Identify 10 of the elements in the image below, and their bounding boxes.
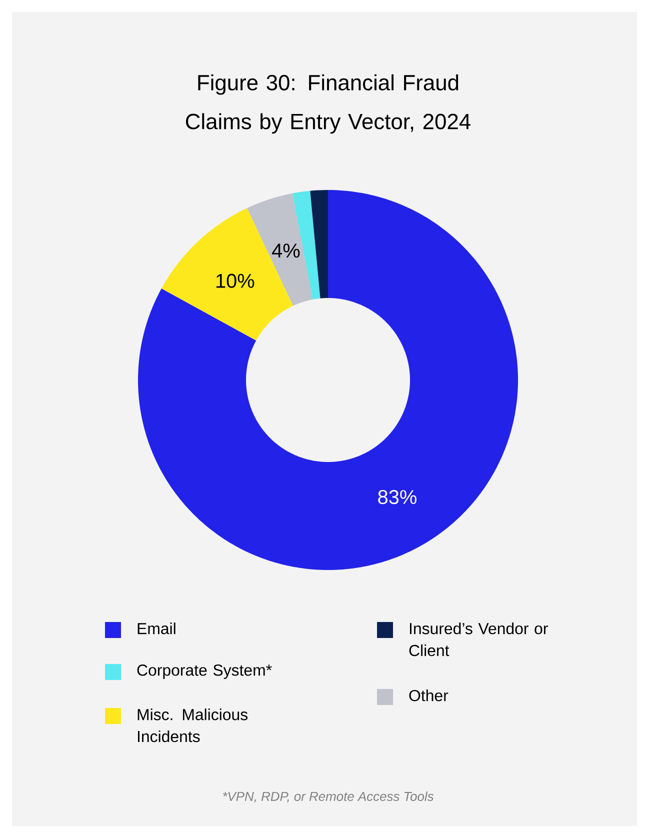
data-label: 4% bbox=[272, 244, 300, 258]
data-label: 10% bbox=[216, 274, 254, 288]
data-label: 83% bbox=[378, 490, 416, 504]
text: *VPN, RDP, or Remote Access Tools bbox=[222, 791, 434, 803]
legend-label: Insured’s Vendor or Client bbox=[409, 622, 548, 656]
legend-label: Email bbox=[138, 622, 176, 634]
legend-label: Corporate System* bbox=[137, 664, 272, 679]
legend-label: Misc. Malicious Incidents bbox=[138, 708, 248, 742]
legend-label: Other bbox=[409, 690, 448, 702]
chart-title: Figure 30: Financial Fraud Claims by Entry Vector, 2024 bbox=[186, 74, 470, 134]
